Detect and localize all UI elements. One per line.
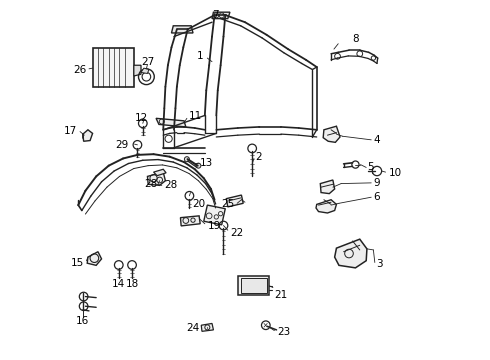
Bar bbox=[93, 48, 134, 87]
Polygon shape bbox=[212, 12, 230, 19]
Text: 13: 13 bbox=[200, 158, 214, 168]
Polygon shape bbox=[316, 200, 337, 213]
Text: 20: 20 bbox=[192, 199, 205, 210]
Text: 28: 28 bbox=[144, 179, 157, 189]
Text: 7: 7 bbox=[213, 10, 219, 20]
Polygon shape bbox=[323, 126, 340, 142]
Polygon shape bbox=[201, 323, 214, 331]
Text: 1: 1 bbox=[197, 51, 204, 61]
Polygon shape bbox=[83, 130, 93, 141]
Text: 10: 10 bbox=[389, 168, 402, 178]
Text: 2: 2 bbox=[255, 152, 262, 162]
Text: 22: 22 bbox=[230, 228, 243, 238]
Polygon shape bbox=[153, 169, 166, 176]
Text: 6: 6 bbox=[373, 192, 380, 202]
Polygon shape bbox=[156, 118, 186, 127]
Text: 11: 11 bbox=[188, 111, 201, 121]
Text: 28: 28 bbox=[164, 180, 177, 190]
Polygon shape bbox=[204, 205, 225, 225]
Text: 15: 15 bbox=[71, 258, 84, 268]
Polygon shape bbox=[134, 65, 141, 76]
Text: 17: 17 bbox=[64, 126, 77, 135]
Polygon shape bbox=[335, 239, 367, 268]
Polygon shape bbox=[320, 180, 335, 194]
Text: 18: 18 bbox=[125, 279, 139, 289]
Text: 14: 14 bbox=[112, 279, 125, 289]
Text: 16: 16 bbox=[76, 316, 90, 325]
Polygon shape bbox=[180, 216, 200, 226]
Bar bbox=[238, 276, 270, 296]
Circle shape bbox=[196, 163, 201, 168]
Text: 3: 3 bbox=[376, 259, 383, 269]
Text: 12: 12 bbox=[135, 113, 148, 123]
Text: 9: 9 bbox=[373, 178, 380, 188]
Text: 26: 26 bbox=[73, 64, 87, 75]
Polygon shape bbox=[87, 252, 101, 265]
Text: 8: 8 bbox=[352, 35, 359, 44]
Text: 4: 4 bbox=[373, 135, 380, 145]
Text: 5: 5 bbox=[368, 162, 374, 172]
Polygon shape bbox=[226, 195, 243, 207]
Text: 27: 27 bbox=[141, 57, 154, 67]
Text: 19: 19 bbox=[207, 221, 220, 231]
Polygon shape bbox=[147, 172, 166, 185]
Bar bbox=[241, 278, 267, 293]
Circle shape bbox=[184, 157, 190, 162]
Polygon shape bbox=[172, 26, 193, 33]
Text: 21: 21 bbox=[274, 291, 288, 301]
Polygon shape bbox=[141, 68, 149, 73]
Text: 24: 24 bbox=[186, 323, 199, 333]
Text: 23: 23 bbox=[277, 327, 291, 337]
Text: 25: 25 bbox=[221, 199, 235, 210]
Text: 29: 29 bbox=[115, 140, 128, 150]
